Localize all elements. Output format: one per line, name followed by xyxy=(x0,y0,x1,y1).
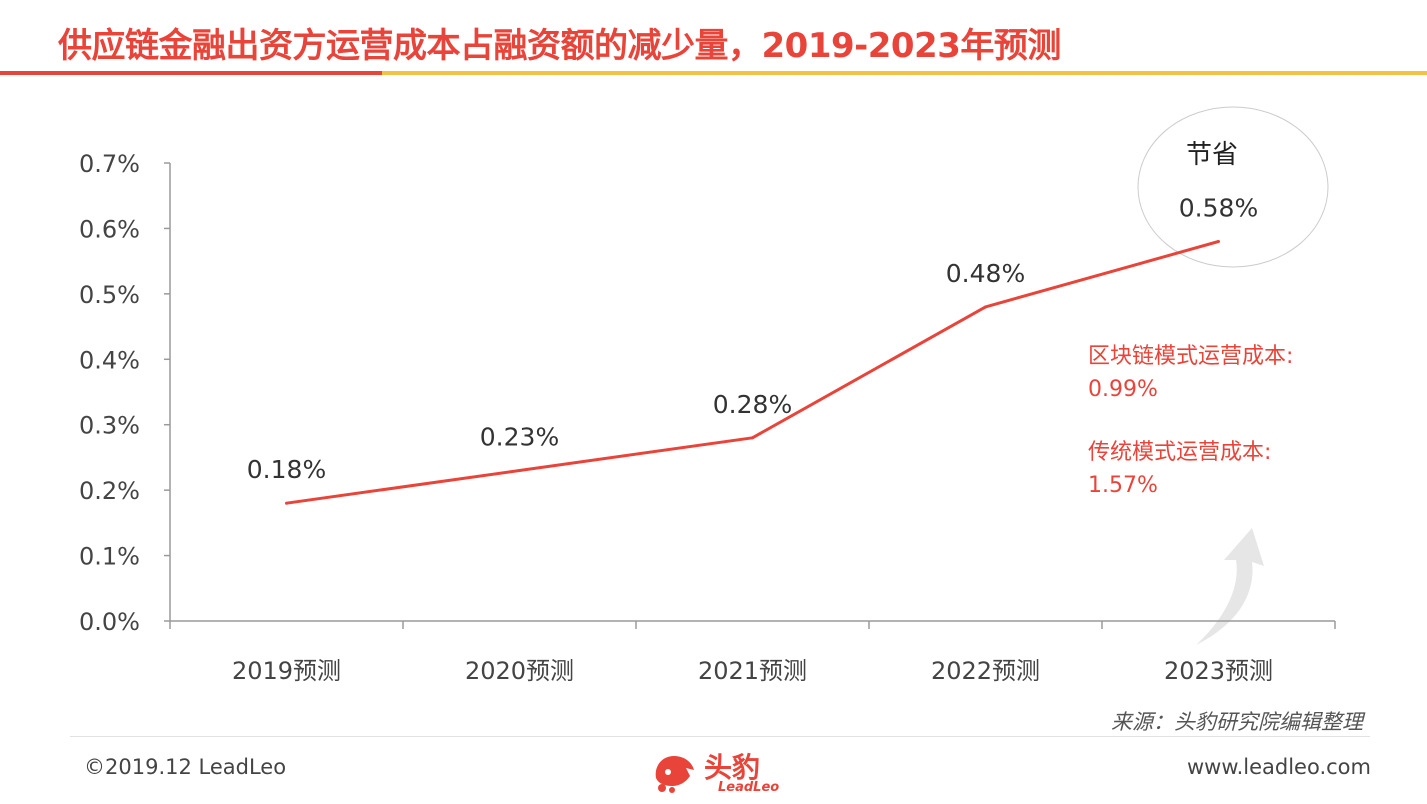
x-tick-label: 2020预测 xyxy=(465,657,574,685)
blockchain-cost-label: 区块链模式运营成本: xyxy=(1088,344,1294,369)
y-tick-label: 0.3% xyxy=(79,412,140,440)
brand-subtitle: LeadLeo xyxy=(718,780,780,795)
traditional-cost-value: 1.57% xyxy=(1088,473,1158,498)
leopard-head-icon xyxy=(655,756,694,793)
x-tick-label: 2019预测 xyxy=(232,657,341,685)
title-underline-red xyxy=(0,71,382,75)
save-label: 节省 xyxy=(1186,140,1239,170)
chart-axes xyxy=(169,163,1335,622)
data-point xyxy=(518,469,521,473)
y-tick-label: 0.6% xyxy=(79,215,140,243)
page-title: 供应链金融出资方运营成本占融资额的减少量，2019-2023年预测 xyxy=(58,26,1061,66)
y-axis-ticks: 0.0% 0.1% 0.2% 0.3% 0.4% 0.5% 0.6% 0.7% xyxy=(79,150,170,636)
series-line xyxy=(286,240,1219,505)
data-point xyxy=(984,305,987,309)
traditional-cost-callout: 传统模式运营成本: 1.57% xyxy=(1088,436,1271,502)
traditional-cost-label: 传统模式运营成本: xyxy=(1088,440,1272,465)
title-underline-yellow xyxy=(382,71,1427,75)
footer-divider xyxy=(70,736,1370,737)
data-point xyxy=(751,436,754,440)
copyright-text: ©2019.12 LeadLeo xyxy=(84,755,287,779)
curved-up-arrow-icon xyxy=(1196,528,1264,645)
website-link[interactable]: www.leadleo.com xyxy=(1187,755,1371,779)
x-tick-label: 2022预测 xyxy=(931,657,1040,685)
y-tick-label: 0.1% xyxy=(79,543,140,571)
data-label: 0.48% xyxy=(946,259,1025,288)
highlight-ellipse xyxy=(1137,106,1329,268)
brand-name: 头豹 xyxy=(704,751,761,784)
y-tick-label: 0.0% xyxy=(79,608,140,636)
data-label: 0.28% xyxy=(713,390,792,419)
x-axis-ticks: 2019预测 2020预测 2021预测 2022预测 2023预测 xyxy=(169,621,1336,685)
blockchain-cost-callout: 区块链模式运营成本: 0.99% xyxy=(1088,340,1293,406)
blockchain-cost-value: 0.99% xyxy=(1088,377,1158,402)
source-note: 来源：头豹研究院编辑整理 xyxy=(1111,710,1363,734)
x-tick-label: 2021预测 xyxy=(698,657,807,685)
series-group xyxy=(285,240,1220,505)
x-tick-label: 2023预测 xyxy=(1164,657,1273,685)
y-tick-label: 0.5% xyxy=(79,281,140,309)
data-labels: 0.18% 0.23% 0.28% 0.48% 0.58% xyxy=(247,194,1258,485)
data-point xyxy=(285,501,288,505)
y-tick-label: 0.4% xyxy=(79,346,140,374)
y-tick-label: 0.7% xyxy=(79,150,140,178)
data-label: 0.58% xyxy=(1179,194,1258,223)
data-label: 0.23% xyxy=(480,423,559,452)
data-label: 0.18% xyxy=(247,455,326,484)
y-tick-label: 0.2% xyxy=(79,477,140,505)
data-point xyxy=(1217,240,1220,244)
